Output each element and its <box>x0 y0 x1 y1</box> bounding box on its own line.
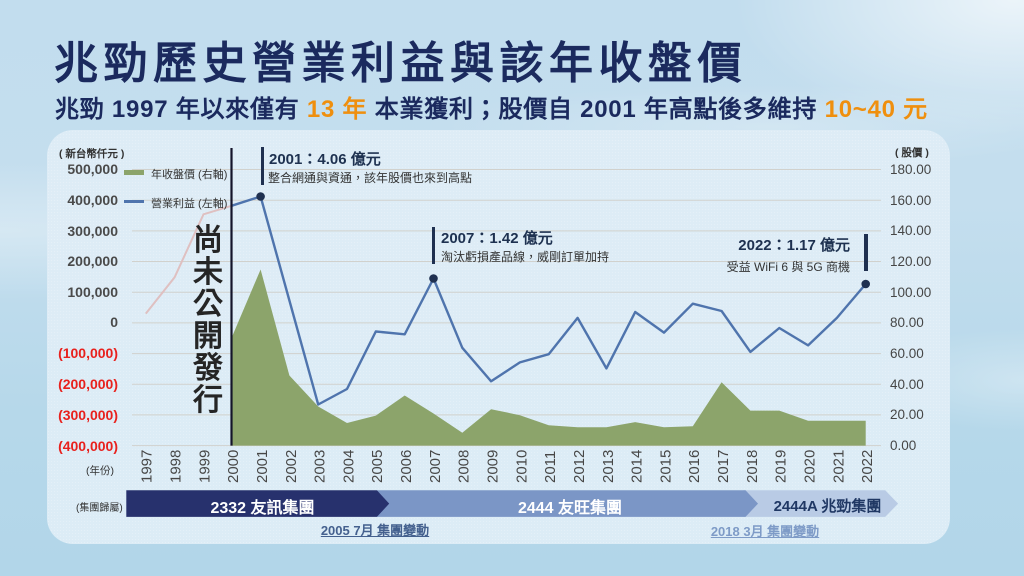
svg-text:1997: 1997 <box>139 450 156 483</box>
svg-text:2020: 2020 <box>802 450 819 483</box>
svg-text:2001: 2001 <box>254 450 271 483</box>
svg-text:2017: 2017 <box>715 450 732 483</box>
svg-text:2004: 2004 <box>340 450 357 483</box>
svg-text:2015: 2015 <box>657 450 674 483</box>
svg-text:2013: 2013 <box>600 450 617 483</box>
svg-text:2022: 2022 <box>859 450 876 483</box>
svg-text:2016: 2016 <box>686 450 703 483</box>
svg-text:2002: 2002 <box>283 450 300 483</box>
svg-text:2014: 2014 <box>629 450 646 483</box>
svg-text:2006: 2006 <box>398 450 415 483</box>
svg-text:1998: 1998 <box>168 450 185 483</box>
svg-text:2018: 2018 <box>744 450 761 483</box>
svg-text:2009: 2009 <box>485 450 502 483</box>
svg-text:2003: 2003 <box>312 450 329 483</box>
svg-text:1999: 1999 <box>196 450 213 483</box>
svg-text:2010: 2010 <box>513 450 530 483</box>
svg-text:2019: 2019 <box>773 450 790 483</box>
svg-text:2012: 2012 <box>571 450 588 483</box>
svg-text:2005: 2005 <box>369 450 386 483</box>
svg-text:2011: 2011 <box>542 451 559 483</box>
svg-text:2021: 2021 <box>830 450 847 483</box>
svg-text:2007: 2007 <box>427 450 444 483</box>
svg-text:2000: 2000 <box>225 450 242 483</box>
svg-text:2008: 2008 <box>456 450 473 483</box>
